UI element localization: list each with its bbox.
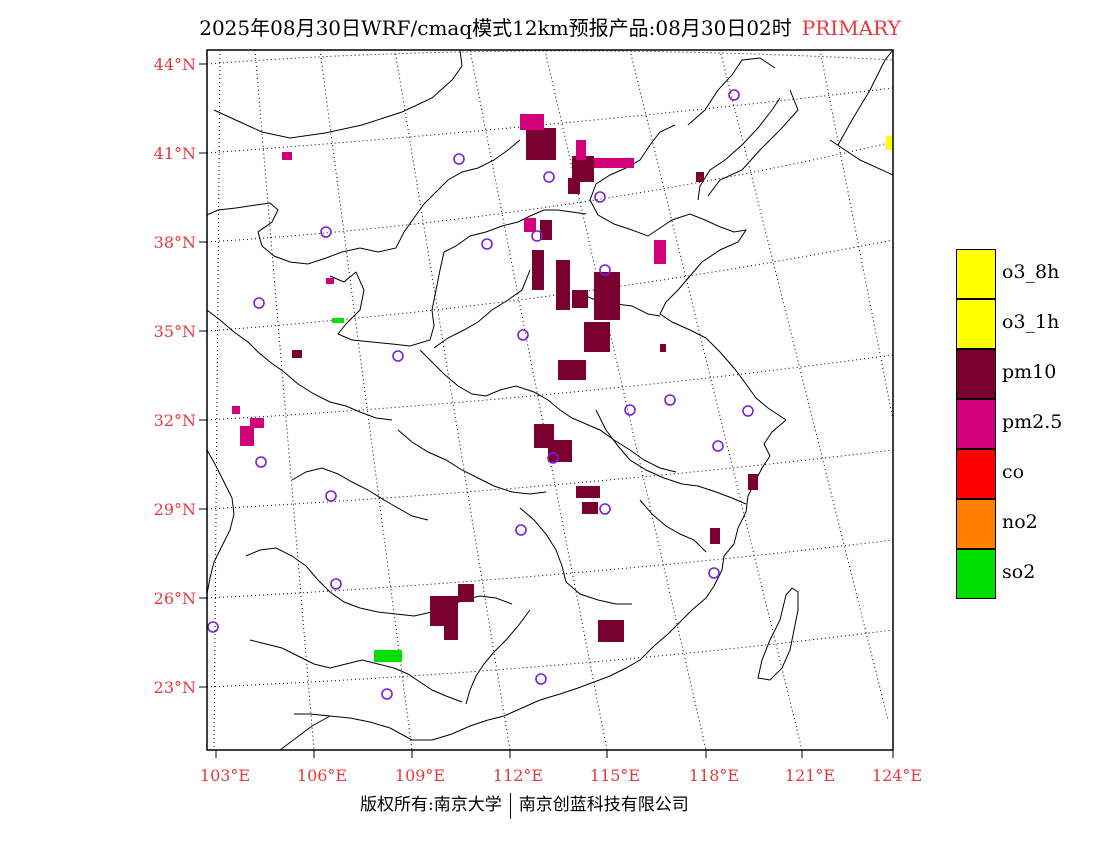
monitoring-stations xyxy=(207,89,754,700)
footer-separator xyxy=(509,792,511,819)
lon-label-124: 124°E xyxy=(871,766,923,785)
lat-label-32: 32°N xyxy=(153,411,196,430)
graticule xyxy=(206,49,894,751)
legend-swatch xyxy=(956,549,996,599)
legend-swatch xyxy=(956,349,996,399)
pm10-patches xyxy=(292,128,758,642)
title-highlight: PRIMARY xyxy=(801,16,901,40)
so2-patches xyxy=(332,318,402,662)
footer-left: 版权所有:南京大学 xyxy=(360,795,502,815)
lat-label-38: 38°N xyxy=(153,233,196,252)
lon-label-106: 106°E xyxy=(296,766,348,785)
legend-label: no2 xyxy=(1002,511,1038,533)
lat-label-23: 23°N xyxy=(153,678,196,697)
lat-label-35: 35°N xyxy=(153,322,196,341)
lon-label-112: 112°E xyxy=(492,766,544,785)
lon-label-103: 103°E xyxy=(199,766,251,785)
lon-label-118: 118°E xyxy=(688,766,740,785)
legend-swatch xyxy=(956,249,996,299)
lat-label-41: 41°N xyxy=(153,144,196,163)
legend-label: pm10 xyxy=(1002,361,1057,383)
legend-swatch xyxy=(956,399,996,449)
lon-label-121: 121°E xyxy=(784,766,836,785)
map-title: 2025年08月30日WRF/cmaq模式12km预报产品:08月30日02时 P… xyxy=(0,12,1100,41)
legend-label: so2 xyxy=(1002,561,1036,583)
o3-patch xyxy=(886,136,893,150)
pm25-patches xyxy=(232,114,666,446)
legend-swatch xyxy=(956,299,996,349)
lat-label-26: 26°N xyxy=(153,589,196,608)
footer-right: 南京创蓝科技有限公司 xyxy=(518,795,689,815)
lon-label-115: 115°E xyxy=(589,766,641,785)
lat-label-44: 44°N xyxy=(153,55,196,74)
lat-label-29: 29°N xyxy=(153,500,196,519)
legend-label: o3_1h xyxy=(1002,311,1060,333)
axis-ticks xyxy=(199,63,894,758)
legend-label: pm2.5 xyxy=(1002,411,1063,433)
boundaries xyxy=(206,49,894,751)
lon-label-109: 109°E xyxy=(394,766,446,785)
legend-swatch xyxy=(956,499,996,549)
copyright-footer: 版权所有:南京大学 南京创蓝科技有限公司 xyxy=(360,790,689,819)
legend-swatch xyxy=(956,449,996,499)
title-main: 2025年08月30日WRF/cmaq模式12km预报产品:08月30日02时 xyxy=(199,16,792,40)
legend-label: co xyxy=(1002,461,1025,483)
map-frame xyxy=(206,49,894,751)
legend-label: o3_8h xyxy=(1002,261,1060,283)
